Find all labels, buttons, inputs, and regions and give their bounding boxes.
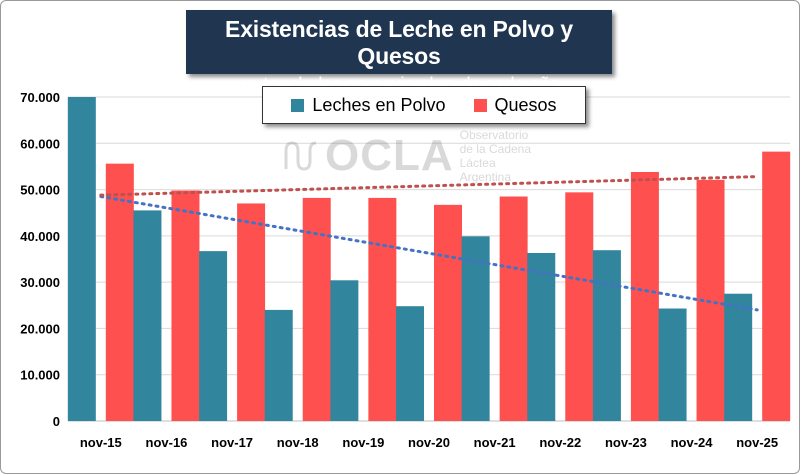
ocla-logo-icon xyxy=(284,141,317,171)
bar-leches-nov-15 xyxy=(67,97,96,421)
x-tick-label: nov-18 xyxy=(277,435,319,450)
legend-item-leches: Leches en Polvo xyxy=(291,94,446,116)
watermark-line-1: Observatorio xyxy=(459,128,529,142)
bar-leches-nov-23 xyxy=(592,250,621,421)
legend-label-quesos: Quesos xyxy=(494,94,557,115)
x-axis-ticks: nov-15 nov-16 nov-17 nov-18 nov-19 nov-20 nov-… xyxy=(80,435,778,450)
legend-swatch-leches xyxy=(291,98,305,112)
x-tick-label: nov-20 xyxy=(408,435,450,450)
x-tick-label: nov-25 xyxy=(736,435,778,450)
y-tick-label: 20.000 xyxy=(20,321,60,336)
legend-label-leches: Leches en Polvo xyxy=(312,94,446,115)
watermark-text: Observatorio de la Cadena Láctea Argenti… xyxy=(460,128,562,184)
chart-title-box: Existencias de Leche en Polvo y Quesos -… xyxy=(186,10,612,94)
trendline-quesos xyxy=(99,175,759,197)
bar-leches-nov-25 xyxy=(724,293,753,421)
y-tick-label: 10.000 xyxy=(20,368,60,383)
y-tick-label: 50.000 xyxy=(20,183,60,198)
bar-quesos-nov-21 xyxy=(499,196,528,421)
legend-item-quesos: Quesos xyxy=(473,94,557,116)
watermark-brand: OCLA xyxy=(324,131,454,180)
ocla-watermark: OCLA Observatorio de la Cadena Láctea Ar… xyxy=(282,128,562,184)
y-tick-label: 60.000 xyxy=(20,136,60,151)
bar-quesos-nov-23 xyxy=(630,171,659,421)
y-tick-label: 40.000 xyxy=(20,229,60,244)
chart-title: Existencias de Leche en Polvo y Quesos xyxy=(225,16,573,69)
x-tick-label: nov-22 xyxy=(539,435,581,450)
legend: Leches en Polvo Quesos xyxy=(262,86,586,124)
legend-swatch-quesos xyxy=(473,98,487,112)
trendlines xyxy=(99,175,759,312)
bar-quesos-nov-22 xyxy=(565,192,594,421)
x-tick-label: nov-23 xyxy=(605,435,647,450)
bar-leches-nov-20 xyxy=(396,306,424,421)
watermark-line-3: Argentina xyxy=(459,170,511,184)
watermark-line-2: de la Cadena Láctea xyxy=(459,142,532,170)
y-tick-label: 0 xyxy=(53,414,60,429)
bar-leches-nov-21 xyxy=(461,236,490,421)
bar-quesos-nov-17 xyxy=(237,203,266,421)
bar-leches-nov-22 xyxy=(527,252,556,421)
x-tick-label: nov-21 xyxy=(474,435,516,450)
x-tick-label: nov-17 xyxy=(211,435,253,450)
x-tick-label: nov-16 xyxy=(146,435,188,450)
bar-leches-nov-19 xyxy=(330,280,359,421)
bar-quesos-nov-16 xyxy=(171,190,200,421)
y-tick-label: 70.000 xyxy=(20,90,60,105)
y-axis-ticks: 0 10.000 20.000 30.000 40.000 50.000 60.000 70.… xyxy=(20,90,60,429)
bars xyxy=(67,97,791,422)
x-tick-label: nov-24 xyxy=(671,435,714,450)
bar-quesos-nov-15 xyxy=(105,163,134,421)
trendline-leches xyxy=(99,195,759,312)
bar-leches-nov-18 xyxy=(264,309,293,421)
bar-leches-nov-17 xyxy=(199,251,228,421)
bar-quesos-nov-20 xyxy=(434,204,462,421)
bar-leches-nov-24 xyxy=(658,308,687,421)
bar-quesos-nov-19 xyxy=(368,197,397,421)
bar-leches-nov-16 xyxy=(133,210,162,421)
x-tick-label: nov-15 xyxy=(80,435,122,450)
x-tick-label: nov-19 xyxy=(342,435,384,450)
y-tick-label: 30.000 xyxy=(20,275,60,290)
bar-quesos-nov-25 xyxy=(762,151,791,422)
